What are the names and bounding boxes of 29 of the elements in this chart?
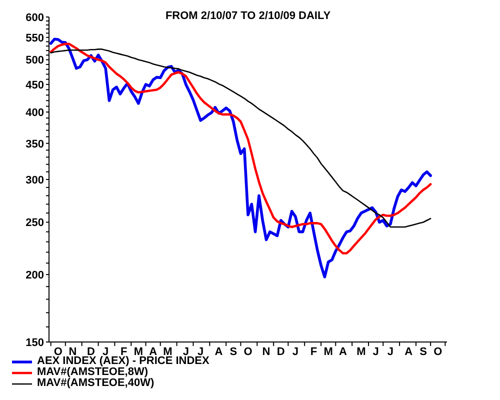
x-tick-label: O <box>434 346 443 358</box>
x-tick-label: D <box>276 346 285 358</box>
x-tick-label: O <box>244 346 253 358</box>
x-tick-label: J <box>387 346 394 358</box>
y-tick-label: 350 <box>26 138 44 150</box>
y-tick-label: 450 <box>26 79 44 92</box>
y-tick-label: 400 <box>26 107 44 120</box>
y-tick-label: 300 <box>26 174 44 186</box>
x-tick-label: A <box>338 346 347 358</box>
x-tick-label: J <box>372 346 379 358</box>
x-tick-label: M <box>324 346 333 358</box>
x-tick-label: F <box>310 346 318 358</box>
x-tick-label: J <box>292 346 299 358</box>
chart-title: FROM 2/10/07 TO 2/10/09 DAILY <box>165 10 332 22</box>
y-tick-label: 200 <box>26 270 44 282</box>
y-tick-label: 250 <box>26 217 44 230</box>
x-tick-label: S <box>420 346 427 358</box>
legend-label: MAV#(AMSTEOE,8W) <box>37 366 148 378</box>
legend-label: MAV#(AMSTEOE,40W) <box>37 377 154 389</box>
y-tick-label: 500 <box>26 54 44 67</box>
x-tick-label: S <box>230 346 238 358</box>
x-tick-label: N <box>262 346 270 358</box>
x-tick-label: A <box>214 346 223 358</box>
y-tick-label: 600 <box>26 12 44 24</box>
x-tick-label: A <box>404 346 413 358</box>
y-tick-label: 550 <box>26 32 44 44</box>
legend-label: AEX INDEX (AEX) - PRICE INDEX <box>37 355 210 367</box>
y-tick-label: 150 <box>26 337 44 349</box>
x-tick-label: M <box>356 346 366 358</box>
